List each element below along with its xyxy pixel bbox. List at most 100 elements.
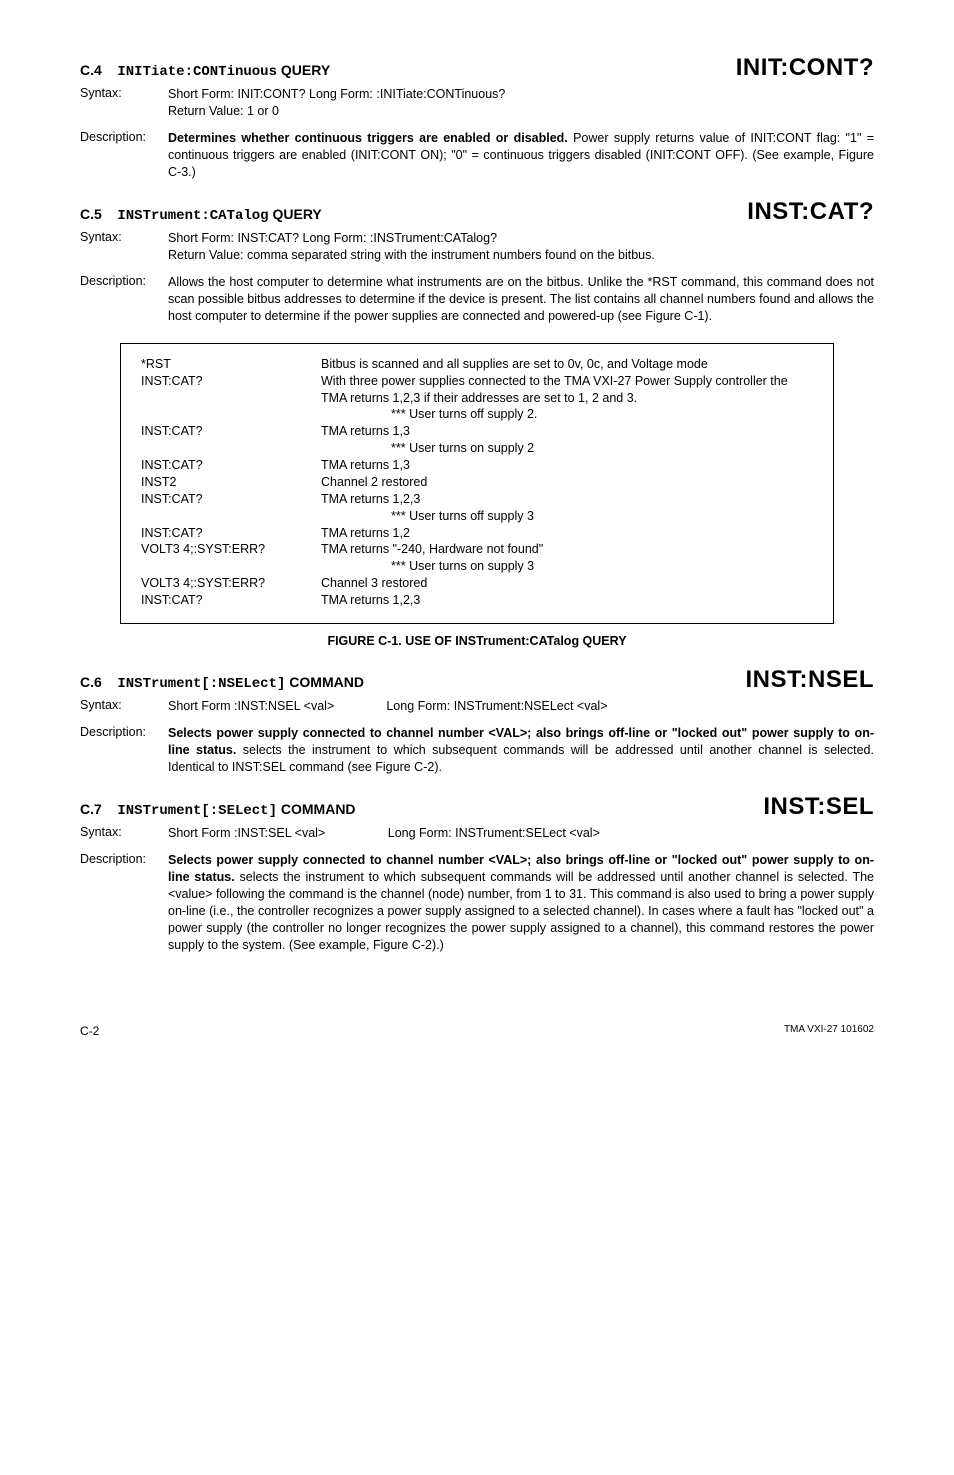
figure-text: TMA returns 1,3: [321, 457, 813, 474]
syntax-body: Short Form :INST:SEL <val> Long Form: IN…: [168, 825, 874, 842]
section-c7: C.7 INSTrument[:SELect] COMMAND INST:SEL…: [80, 793, 874, 953]
description-entry: Description: Determines whether continuo…: [80, 130, 874, 181]
section-keyword: INST:NSEL: [745, 666, 874, 694]
figure-cmd: INST:CAT?: [141, 373, 321, 407]
figure-cmd: [141, 508, 321, 525]
desc-rest: selects the instrument to which subseque…: [168, 870, 874, 952]
description-label: Description:: [80, 130, 168, 181]
footer-left: C-2: [80, 1024, 99, 1038]
section-num: C.7: [80, 801, 102, 817]
section-num: C.4: [80, 62, 102, 78]
figure-cmd: VOLT3 4;:SYST:ERR?: [141, 575, 321, 592]
figure-cmd: INST:CAT?: [141, 491, 321, 508]
section-c6: C.6 INSTrument[:NSELect] COMMAND INST:NS…: [80, 666, 874, 776]
figure-row: *RSTBitbus is scanned and all supplies a…: [141, 356, 813, 373]
figure-cmd: INST:CAT?: [141, 457, 321, 474]
figure-cmd: [141, 406, 321, 423]
figure-row: VOLT3 4;:SYST:ERR?TMA returns "-240, Har…: [141, 541, 813, 558]
syntax-label: Syntax:: [80, 86, 168, 120]
section-keyword: INIT:CONT?: [736, 54, 874, 82]
section-c5: C.5 INSTrument:CATalog QUERY INST:CAT? S…: [80, 198, 874, 324]
figure-row: *** User turns on supply 3: [141, 558, 813, 575]
figure-cmd: INST:CAT?: [141, 423, 321, 440]
figure-text: TMA returns "-240, Hardware not found": [321, 541, 813, 558]
figure-cmd: [141, 558, 321, 575]
figure-cmd: INST:CAT?: [141, 525, 321, 542]
section-header: C.5 INSTrument:CATalog QUERY INST:CAT?: [80, 198, 874, 226]
section-c4: C.4 INITiate:CONTinuous QUERY INIT:CONT?…: [80, 54, 874, 180]
figure-text: Channel 3 restored: [321, 575, 813, 592]
section-title: C.6 INSTrument[:NSELect] COMMAND: [80, 674, 364, 692]
desc-bold: Determines whether continuous triggers a…: [168, 131, 568, 145]
figure-text: *** User turns on supply 2: [321, 440, 813, 457]
desc-rest: selects the instrument to which subseque…: [168, 743, 874, 774]
figure-row: VOLT3 4;:SYST:ERR?Channel 3 restored: [141, 575, 813, 592]
section-title: C.4 INITiate:CONTinuous QUERY: [80, 62, 330, 80]
syntax-entry: Syntax: Short Form :INST:SEL <val> Long …: [80, 825, 874, 842]
section-header: C.7 INSTrument[:SELect] COMMAND INST:SEL: [80, 793, 874, 821]
figure-caption: FIGURE C-1. USE OF INSTrument:CATalog QU…: [80, 634, 874, 648]
section-cmd: INSTrument[:NSELect]: [117, 676, 285, 692]
description-entry: Description: Selects power supply connec…: [80, 852, 874, 953]
section-header: C.4 INITiate:CONTinuous QUERY INIT:CONT?: [80, 54, 874, 82]
section-label: COMMAND: [281, 801, 356, 817]
syntax-label: Syntax:: [80, 698, 168, 715]
syntax-body: Short Form: INIT:CONT? Long Form: :INITi…: [168, 86, 874, 120]
section-num: C.5: [80, 206, 102, 222]
figure-text: *** User turns off supply 3: [321, 508, 813, 525]
figure-row: INST:CAT?TMA returns 1,3: [141, 423, 813, 440]
syntax-entry: Syntax: Short Form: INST:CAT? Long Form:…: [80, 230, 874, 264]
description-label: Description:: [80, 725, 168, 776]
figure-row: INST:CAT?With three power supplies conne…: [141, 373, 813, 407]
figure-text: *** User turns off supply 2.: [321, 406, 813, 423]
description-label: Description:: [80, 852, 168, 953]
description-label: Description:: [80, 274, 168, 325]
figure-text: TMA returns 1,2,3: [321, 491, 813, 508]
section-header: C.6 INSTrument[:NSELect] COMMAND INST:NS…: [80, 666, 874, 694]
figure-row: INST:CAT?TMA returns 1,2,3: [141, 592, 813, 609]
figure-text: TMA returns 1,3: [321, 423, 813, 440]
description-body: Allows the host computer to determine wh…: [168, 274, 874, 325]
syntax-label: Syntax:: [80, 825, 168, 842]
figure-row: INST2Channel 2 restored: [141, 474, 813, 491]
section-cmd: INITiate:CONTinuous: [117, 64, 277, 80]
figure-text: Channel 2 restored: [321, 474, 813, 491]
section-label: QUERY: [272, 206, 321, 222]
figure-text: Bitbus is scanned and all supplies are s…: [321, 356, 813, 373]
syntax-label: Syntax:: [80, 230, 168, 264]
section-label: COMMAND: [289, 674, 364, 690]
section-title: C.7 INSTrument[:SELect] COMMAND: [80, 801, 356, 819]
section-title: C.5 INSTrument:CATalog QUERY: [80, 206, 322, 224]
figure-text: With three power supplies connected to t…: [321, 373, 813, 407]
section-num: C.6: [80, 674, 102, 690]
syntax-body: Short Form: INST:CAT? Long Form: :INSTru…: [168, 230, 874, 264]
figure-row: INST:CAT?TMA returns 1,2: [141, 525, 813, 542]
section-keyword: INST:SEL: [763, 793, 874, 821]
figure-box: *RSTBitbus is scanned and all supplies a…: [120, 343, 834, 624]
figure-cmd: *RST: [141, 356, 321, 373]
footer-right: TMA VXI-27 101602: [784, 1024, 874, 1038]
description-entry: Description: Selects power supply connec…: [80, 725, 874, 776]
syntax-entry: Syntax: Short Form: INIT:CONT? Long Form…: [80, 86, 874, 120]
figure-cmd: INST2: [141, 474, 321, 491]
figure-row: *** User turns off supply 2.: [141, 406, 813, 423]
desc-rest: Allows the host computer to determine wh…: [168, 275, 874, 323]
description-body: Determines whether continuous triggers a…: [168, 130, 874, 181]
figure-cmd: VOLT3 4;:SYST:ERR?: [141, 541, 321, 558]
description-body: Selects power supply connected to channe…: [168, 725, 874, 776]
figure-row: INST:CAT?TMA returns 1,2,3: [141, 491, 813, 508]
figure-row: *** User turns off supply 3: [141, 508, 813, 525]
page-footer: C-2 TMA VXI-27 101602: [80, 1024, 874, 1038]
syntax-body: Short Form :INST:NSEL <val> Long Form: I…: [168, 698, 874, 715]
description-body: Selects power supply connected to channe…: [168, 852, 874, 953]
description-entry: Description: Allows the host computer to…: [80, 274, 874, 325]
figure-cmd: [141, 440, 321, 457]
syntax-entry: Syntax: Short Form :INST:NSEL <val> Long…: [80, 698, 874, 715]
figure-text: TMA returns 1,2: [321, 525, 813, 542]
section-cmd: INSTrument[:SELect]: [117, 803, 277, 819]
figure-row: *** User turns on supply 2: [141, 440, 813, 457]
section-keyword: INST:CAT?: [747, 198, 874, 226]
figure-text: TMA returns 1,2,3: [321, 592, 813, 609]
section-label: QUERY: [281, 62, 330, 78]
figure-cmd: INST:CAT?: [141, 592, 321, 609]
